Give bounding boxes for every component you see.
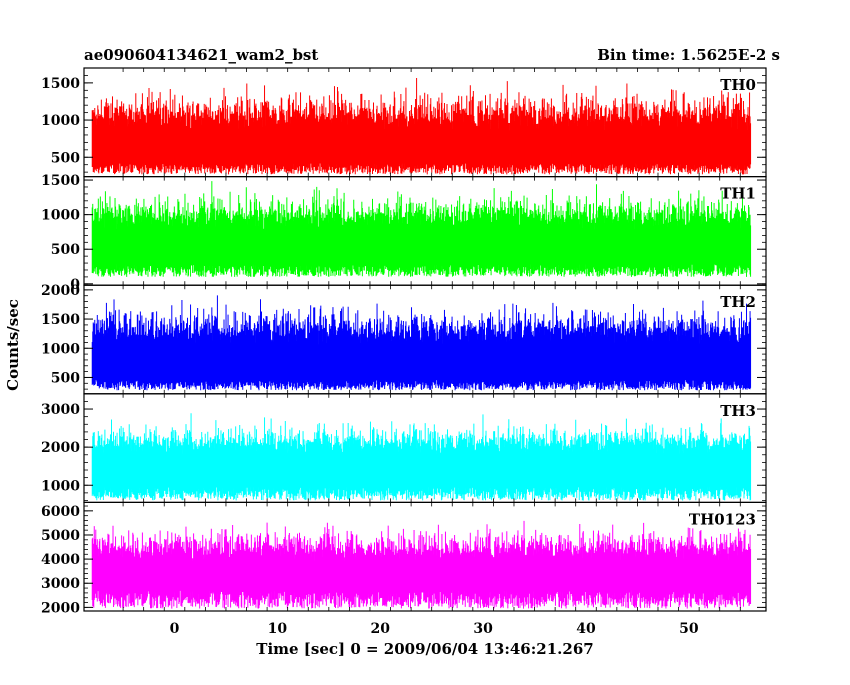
x-tick-label: 50 <box>679 621 699 637</box>
panel-label: TH0 <box>720 76 756 94</box>
y-tick-label: 4000 <box>41 552 80 568</box>
series-th2 <box>91 295 752 391</box>
chart-title: ae090604134621_wam2_bst <box>84 46 318 64</box>
panel-frame <box>83 501 767 612</box>
x-tick-label: 40 <box>576 621 596 637</box>
series-th3 <box>91 413 752 501</box>
x-tick-label: 20 <box>371 621 391 637</box>
panels-group: 500 1000 1500 TH0 0 500 1000 1500 TH1 500 1000 1500… <box>41 67 767 616</box>
bin-time-label: Bin time: 1.5625E-2 s <box>597 46 780 64</box>
x-axis-label: Time [sec] 0 = 2009/06/04 13:46:21.267 <box>256 640 593 658</box>
panel-th1: 0 500 1000 1500 TH1 <box>41 173 767 293</box>
panel-th0123: 2000 3000 4000 5000 6000 TH0123 <box>41 501 767 616</box>
x-tick-label: 30 <box>473 621 493 637</box>
y-tick-label: 0 <box>70 277 80 293</box>
y-tick-label: 3000 <box>41 576 80 592</box>
y-tick-label: 500 <box>51 150 80 166</box>
panel-label: TH3 <box>720 402 756 420</box>
y-tick-label: 500 <box>51 242 80 258</box>
panel-label: TH0123 <box>689 510 756 528</box>
panel-label: TH1 <box>720 185 756 203</box>
y-tick-label: 1000 <box>41 113 80 129</box>
y-tick-label: 1000 <box>41 341 80 357</box>
y-tick-label: 1000 <box>41 208 80 224</box>
y-tick-label: 1500 <box>41 173 80 189</box>
y-tick-label: 500 <box>51 370 80 386</box>
panel-th2: 500 1000 1500 2000 TH2 <box>41 283 767 395</box>
panel-th0: 500 1000 1500 TH0 <box>41 67 767 178</box>
y-tick-label: 2000 <box>41 440 80 456</box>
x-tick-label: 10 <box>268 621 288 637</box>
y-tick-label: 1500 <box>41 312 80 328</box>
y-tick-label: 1500 <box>41 76 80 92</box>
panel-th3: 1000 2000 3000 TH3 <box>41 393 767 503</box>
x-tick-label: 0 <box>170 621 180 637</box>
y-tick-label: 3000 <box>41 402 80 418</box>
series-th1 <box>91 181 752 277</box>
y-axis-label: Counts/sec <box>4 299 22 391</box>
series-th0 <box>91 78 752 175</box>
y-tick-label: 5000 <box>41 528 80 544</box>
y-tick-label: 2000 <box>41 283 80 299</box>
y-tick-label: 2000 <box>41 600 80 616</box>
y-tick-label: 6000 <box>41 504 80 520</box>
panel-label: TH2 <box>720 293 756 311</box>
y-tick-label: 1000 <box>41 478 80 494</box>
series-th0123 <box>91 520 752 609</box>
x-axis-ticks: 0 10 20 30 40 50 <box>170 621 699 637</box>
